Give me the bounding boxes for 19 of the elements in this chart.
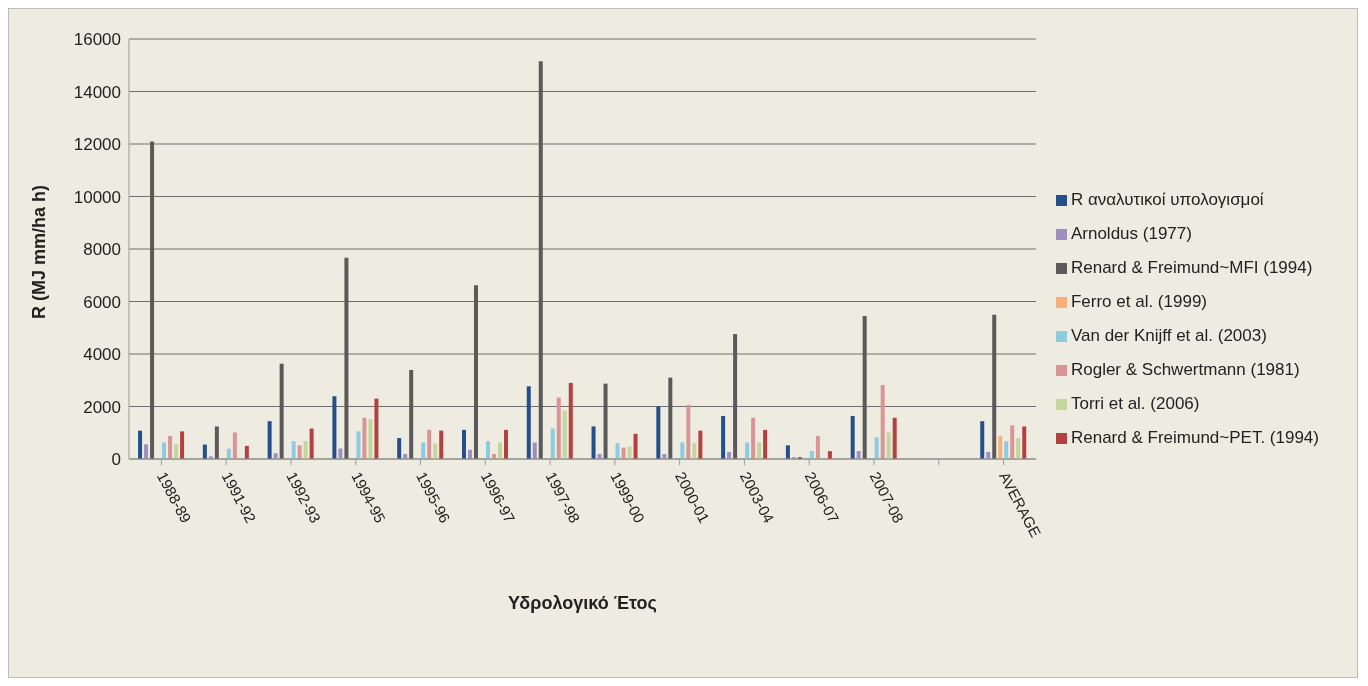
y-tick-label: 8000	[83, 240, 121, 260]
legend-label: R αναλυτικοί υπολογισμοί	[1070, 190, 1264, 209]
x-axis-title: Υδρολογικό Έτος	[508, 593, 657, 613]
legend-label: Torri et al. (2006)	[1070, 394, 1200, 413]
legend-label: Renard & Freimund~PET. (1994)	[1070, 428, 1319, 447]
y-tick-label: 6000	[83, 292, 121, 312]
y-tick-label: 14000	[73, 82, 121, 102]
y-tick-label: 12000	[73, 135, 121, 155]
y-axis-title: R (MJ mm/ha h)	[29, 184, 50, 319]
legend-label: Rogler & Schwertmann (1981)	[1070, 360, 1300, 379]
y-tick-label: 2000	[83, 397, 121, 417]
y-tick-label: 4000	[83, 345, 121, 365]
legend-label: Renard & Freimund~MFI (1994)	[1070, 258, 1313, 277]
y-tick-label: 16000	[73, 30, 121, 50]
legend-label: Van der Knijff et al. (2003)	[1070, 326, 1267, 345]
legend-label: Ferro et al. (1999)	[1070, 292, 1208, 311]
y-tick-label: 0	[111, 450, 121, 470]
legend-label: Arnoldus (1977)	[1070, 224, 1192, 243]
y-tick-label: 10000	[73, 187, 121, 207]
